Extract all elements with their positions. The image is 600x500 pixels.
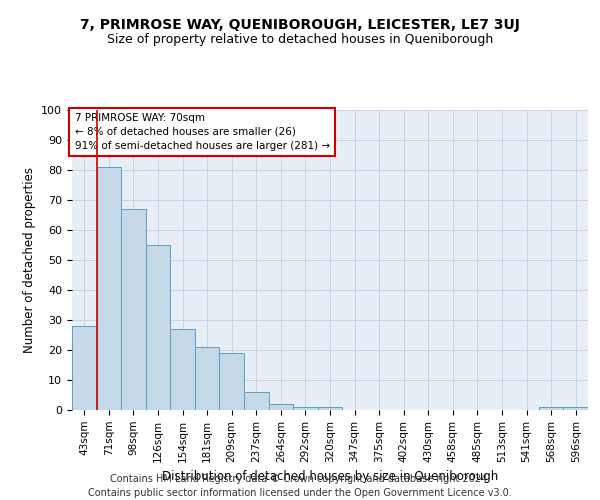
Text: 7 PRIMROSE WAY: 70sqm
← 8% of detached houses are smaller (26)
91% of semi-detac: 7 PRIMROSE WAY: 70sqm ← 8% of detached h…	[74, 113, 330, 151]
Bar	[293, 407, 318, 410]
Y-axis label: Number of detached properties: Number of detached properties	[23, 167, 36, 353]
Bar	[563, 407, 588, 410]
Bar	[97, 167, 121, 410]
Bar	[170, 329, 195, 410]
X-axis label: Distribution of detached houses by size in Queniborough: Distribution of detached houses by size …	[162, 470, 498, 483]
Bar	[72, 326, 97, 410]
Text: Contains HM Land Registry data © Crown copyright and database right 2024.
Contai: Contains HM Land Registry data © Crown c…	[88, 474, 512, 498]
Text: 7, PRIMROSE WAY, QUENIBOROUGH, LEICESTER, LE7 3UJ: 7, PRIMROSE WAY, QUENIBOROUGH, LEICESTER…	[80, 18, 520, 32]
Bar	[195, 347, 220, 410]
Text: Size of property relative to detached houses in Queniborough: Size of property relative to detached ho…	[107, 32, 493, 46]
Bar	[269, 404, 293, 410]
Bar	[539, 407, 563, 410]
Bar	[318, 407, 342, 410]
Bar	[121, 209, 146, 410]
Bar	[244, 392, 269, 410]
Bar	[220, 353, 244, 410]
Bar	[146, 245, 170, 410]
